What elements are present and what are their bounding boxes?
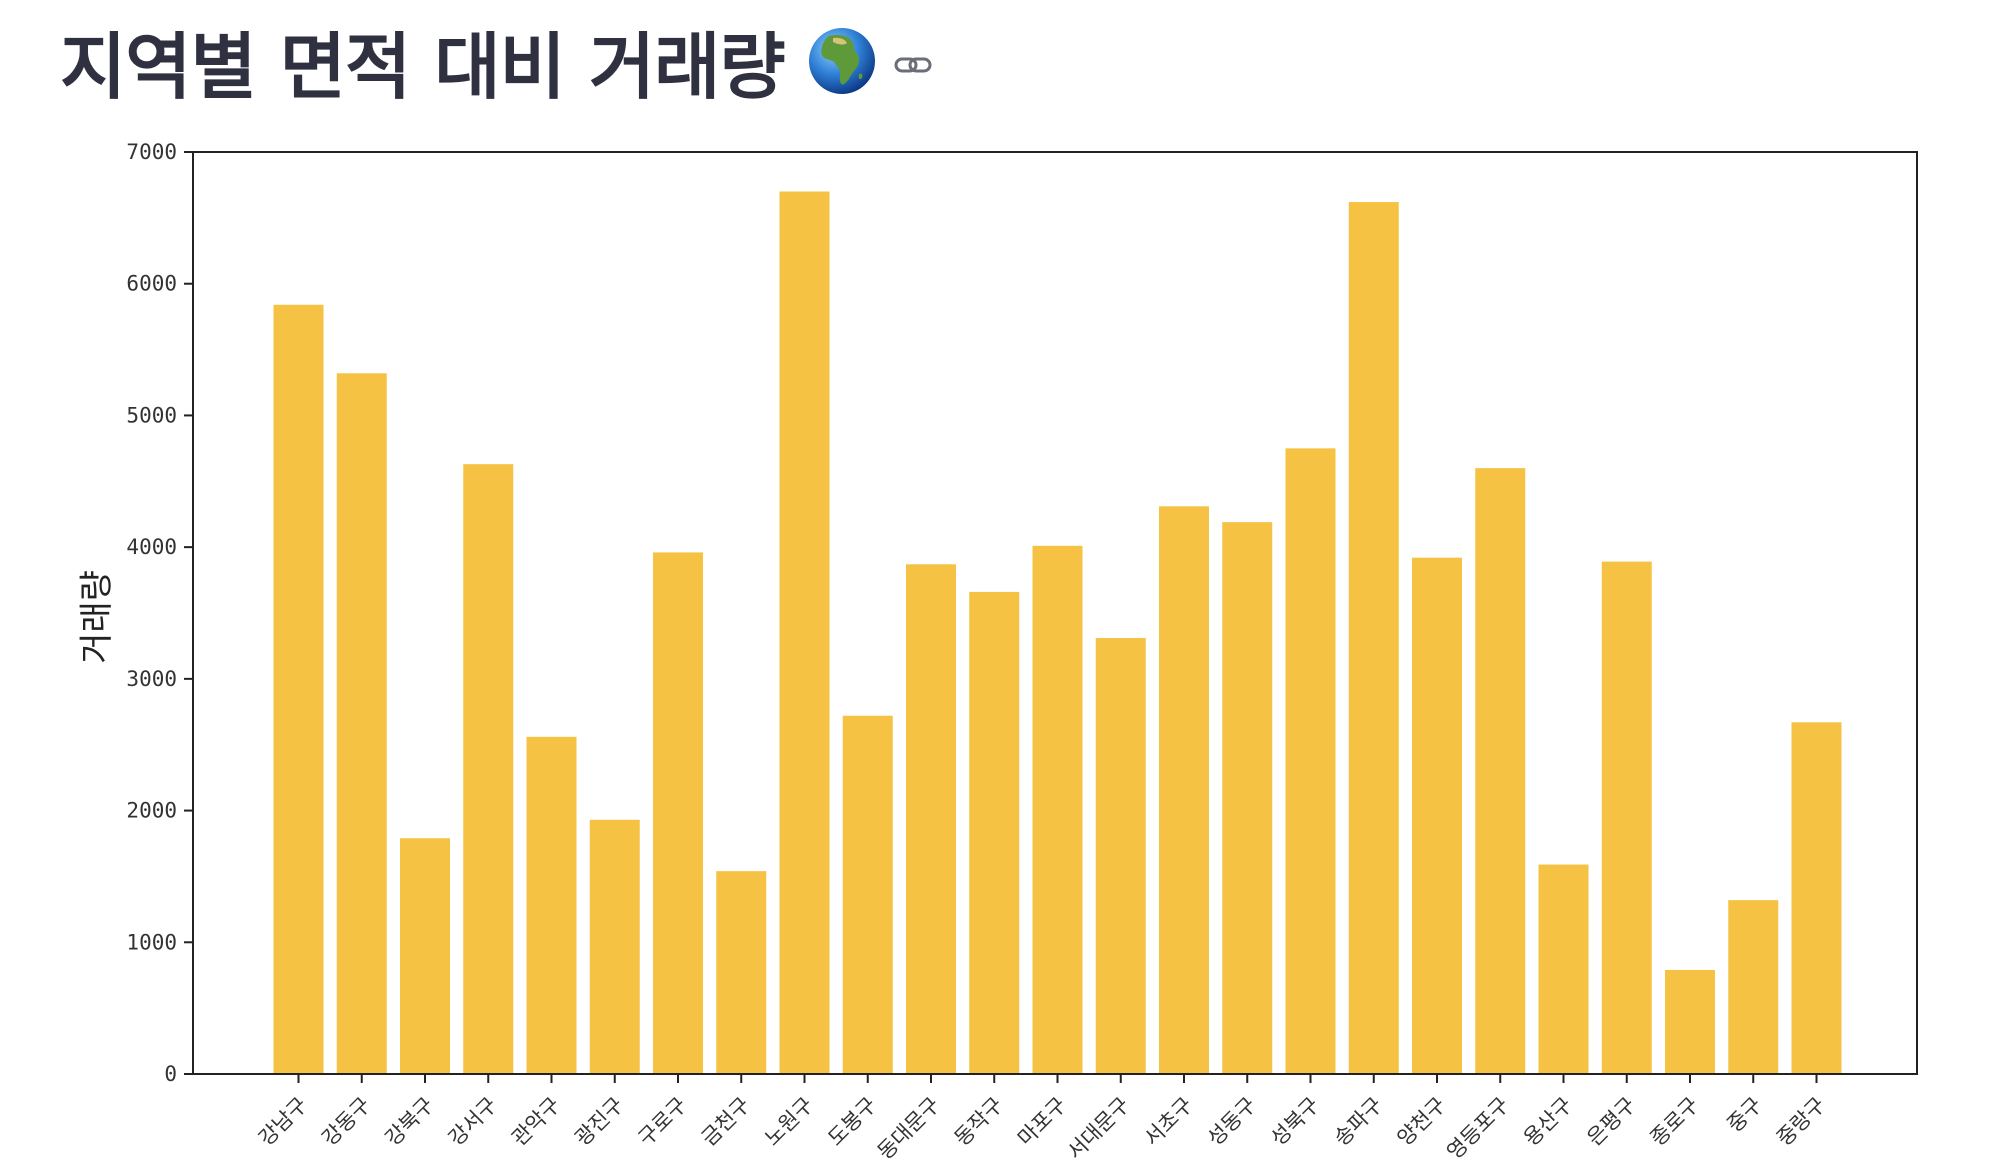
y-axis-label: 거래량	[77, 570, 117, 664]
x-tick-label: 강북구	[381, 1093, 439, 1151]
bar-금천구	[716, 871, 767, 1074]
x-tick-label: 용산구	[1519, 1093, 1577, 1151]
bar-동대문구	[906, 564, 956, 1074]
bar-강서구	[463, 464, 514, 1075]
y-tick-label: 3000	[126, 667, 177, 691]
x-tick-label: 강남구	[254, 1093, 312, 1151]
x-tick-label: 마포구	[1013, 1093, 1071, 1151]
bar-성북구	[1285, 448, 1336, 1074]
x-tick-label: 중구	[1722, 1093, 1766, 1137]
y-tick-label: 0	[164, 1062, 177, 1086]
x-tick-label: 성동구	[1203, 1093, 1261, 1151]
x-tick-label: 중랑구	[1772, 1093, 1830, 1151]
page-title: 지역별 면적 대비 거래량	[60, 25, 786, 109]
bars	[273, 191, 1842, 1075]
x-tick-label: 서대문구	[1063, 1093, 1135, 1158]
x-tick-label: 강동구	[317, 1093, 375, 1151]
x-tick-label: 동작구	[950, 1093, 1008, 1151]
bar-중랑구	[1791, 722, 1842, 1074]
bar-강동구	[336, 373, 387, 1074]
bar-은평구	[1601, 561, 1652, 1074]
x-tick-label: 도봉구	[823, 1093, 881, 1151]
bar-중구	[1728, 900, 1779, 1074]
y-tick-label: 1000	[126, 930, 177, 954]
bar-노원구	[779, 191, 830, 1074]
x-tick-label: 광진구	[570, 1093, 628, 1151]
bar-도봉구	[842, 715, 893, 1074]
y-axis-ticks: 0 1000 2000 3000 4000 5000 6000 7000	[126, 140, 193, 1086]
bar-마포구	[1032, 545, 1083, 1074]
x-tick-label: 서초구	[1140, 1093, 1198, 1151]
x-tick-label: 노원구	[760, 1093, 818, 1151]
y-tick-label: 7000	[126, 140, 177, 164]
bar-관악구	[526, 736, 577, 1074]
bar-송파구	[1348, 202, 1399, 1075]
bar-성동구	[1222, 522, 1273, 1074]
y-tick-label: 5000	[126, 403, 177, 427]
bar-서대문구	[1095, 638, 1146, 1074]
bar-용산구	[1538, 864, 1589, 1074]
x-tick-label: 성북구	[1266, 1093, 1324, 1151]
bar-강남구	[273, 304, 324, 1074]
plot-frame	[192, 151, 1918, 1075]
bar-구로구	[653, 552, 703, 1074]
bar-동작구	[969, 591, 1020, 1074]
globe-africa-icon	[808, 27, 875, 94]
bar-종로구	[1665, 969, 1715, 1074]
page-header: 지역별 면적 대비 거래량	[60, 8, 933, 113]
x-tick-label: 양천구	[1393, 1093, 1451, 1151]
bar-영등포구	[1475, 468, 1526, 1075]
x-tick-label: 관악구	[507, 1093, 565, 1151]
x-tick-label: 송파구	[1329, 1093, 1387, 1151]
y-tick-label: 6000	[126, 272, 177, 296]
bar-양천구	[1412, 557, 1462, 1074]
x-tick-label: 동대문구	[873, 1093, 945, 1158]
y-tick-label: 4000	[126, 535, 177, 559]
y-tick-label: 2000	[126, 799, 177, 823]
x-tick-label: 은평구	[1582, 1093, 1640, 1151]
x-tick-label: 강서구	[444, 1093, 502, 1151]
x-tick-label: 구로구	[634, 1093, 692, 1151]
bar-광진구	[589, 819, 640, 1074]
x-tick-label: 종로구	[1646, 1093, 1704, 1151]
bar-강북구	[400, 838, 450, 1074]
bar-서초구	[1159, 506, 1209, 1075]
x-tick-label: 금천구	[697, 1093, 755, 1151]
link-icon[interactable]	[893, 45, 933, 85]
x-tick-label: 영등포구	[1442, 1093, 1514, 1158]
